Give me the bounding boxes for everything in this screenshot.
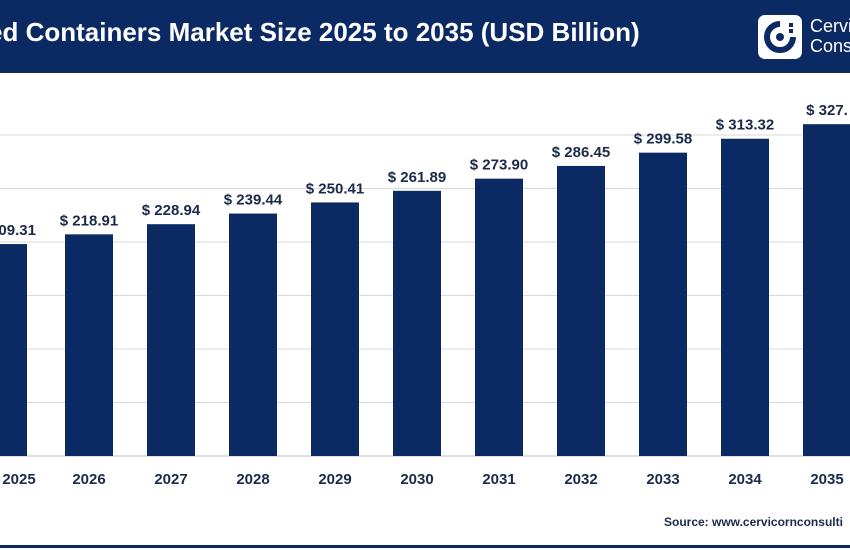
bar-2035 (803, 124, 850, 456)
bar-2029 (311, 202, 359, 456)
bar-2030 (393, 190, 441, 456)
x-tick-label-2029: 2029 (318, 471, 351, 488)
cervicorn-logo-icon (758, 15, 802, 59)
bottom-rule (0, 545, 850, 548)
bar-2034 (721, 138, 769, 457)
bar-2025 (0, 244, 27, 456)
x-tick-label-2030: 2030 (400, 471, 433, 488)
data-label-2035: $ 327. (806, 102, 848, 119)
brand-line-1: Cervic (810, 16, 850, 36)
x-tick-label-2033: 2033 (646, 471, 679, 488)
brand-line-2: Consu (810, 36, 850, 56)
x-tick-label-2026: 2026 (72, 471, 105, 488)
x-tick-label-2028: 2028 (236, 471, 269, 488)
x-tick-label-2032: 2032 (564, 471, 597, 488)
data-label-2026: $ 218.91 (60, 212, 118, 229)
x-tick-label-2027: 2027 (154, 471, 187, 488)
data-label-2033: $ 299.58 (634, 131, 692, 148)
data-label-2025: 209.31 (0, 222, 36, 239)
data-label-2029: $ 250.41 (306, 180, 364, 197)
data-label-2027: $ 228.94 (142, 202, 201, 219)
bar-2028 (229, 213, 277, 456)
bar-chart: 209.31 2025 $ 218.91 2026 $ 228.94 2027 $ 239.… (0, 102, 850, 488)
bar-2026 (65, 234, 113, 456)
bar-2027 (147, 224, 195, 456)
bar-2032 (557, 165, 605, 456)
data-label-2028: $ 239.44 (224, 192, 283, 209)
data-label-2032: $ 286.45 (552, 144, 610, 161)
chart-title: ed Containers Market Size 2025 to 2035 (… (0, 17, 640, 47)
data-label-2030: $ 261.89 (388, 169, 446, 186)
header-banner: ed Containers Market Size 2025 to 2035 (… (0, 0, 850, 73)
x-tick-label-2034: 2034 (728, 471, 762, 488)
x-tick-label-2035: 2035 (810, 471, 843, 488)
data-label-2034: $ 313.32 (716, 117, 774, 134)
source-note: Source: www.cervicornconsulti (664, 515, 843, 529)
brand-name: Cervic Consu (810, 16, 850, 56)
x-tick-label-2025: 2025 (2, 471, 35, 488)
x-tick-label-2031: 2031 (482, 471, 515, 488)
bar-2033 (639, 152, 687, 456)
data-label-2031: $ 273.90 (470, 157, 528, 174)
bar-2031 (475, 178, 523, 456)
